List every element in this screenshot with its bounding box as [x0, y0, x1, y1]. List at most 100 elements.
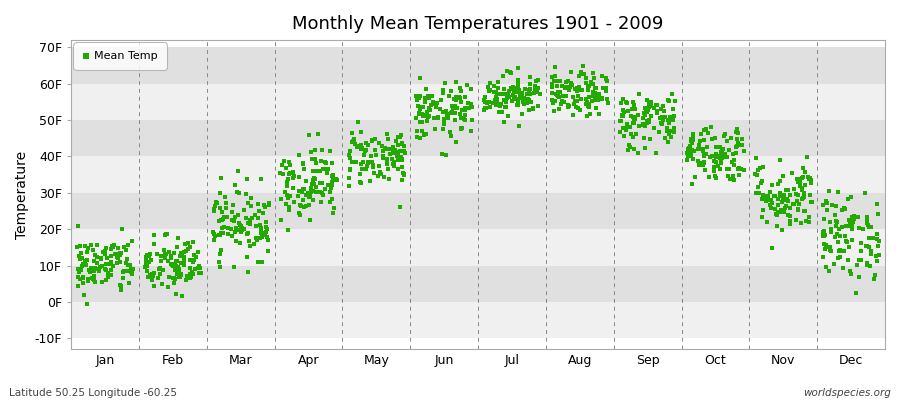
Mean Temp — [316, 166, 330, 172]
Mean Temp — [413, 106, 428, 112]
Mean Temp — [688, 148, 702, 154]
Mean Temp — [213, 174, 228, 181]
Mean Temp — [121, 268, 135, 274]
Mean Temp — [580, 103, 595, 109]
Mean Temp — [725, 158, 740, 165]
Mean Temp — [854, 240, 868, 246]
Mean Temp — [226, 202, 240, 208]
Mean Temp — [273, 170, 287, 176]
Mean Temp — [254, 176, 268, 182]
Mean Temp — [550, 92, 564, 98]
Mean Temp — [803, 192, 817, 198]
Mean Temp — [117, 244, 131, 250]
Mean Temp — [73, 255, 87, 262]
Mean Temp — [572, 105, 586, 111]
Mean Temp — [413, 104, 428, 110]
Mean Temp — [760, 219, 774, 225]
Mean Temp — [156, 267, 170, 273]
Mean Temp — [323, 199, 338, 206]
Mean Temp — [785, 170, 799, 176]
Mean Temp — [160, 283, 175, 290]
Mean Temp — [88, 279, 103, 285]
Mean Temp — [325, 172, 339, 178]
Mean Temp — [286, 185, 301, 192]
Mean Temp — [706, 164, 721, 170]
Mean Temp — [324, 181, 338, 188]
Mean Temp — [544, 90, 559, 96]
Mean Temp — [780, 198, 795, 205]
Mean Temp — [636, 110, 651, 116]
Mean Temp — [366, 164, 381, 170]
Mean Temp — [361, 159, 375, 166]
Mean Temp — [306, 168, 320, 174]
Mean Temp — [303, 148, 318, 155]
Mean Temp — [793, 183, 807, 190]
Mean Temp — [115, 225, 130, 232]
Mean Temp — [217, 214, 231, 220]
Mean Temp — [292, 174, 306, 180]
Mean Temp — [720, 154, 734, 160]
Mean Temp — [354, 146, 368, 152]
Mean Temp — [564, 69, 579, 75]
Mean Temp — [391, 153, 405, 159]
Mean Temp — [698, 167, 712, 173]
Mean Temp — [241, 238, 256, 244]
Mean Temp — [497, 119, 511, 125]
Mean Temp — [207, 208, 221, 214]
Mean Temp — [357, 151, 372, 158]
Mean Temp — [90, 254, 104, 261]
Mean Temp — [802, 176, 816, 182]
Mean Temp — [824, 248, 838, 254]
Mean Temp — [589, 104, 603, 111]
Mean Temp — [147, 270, 161, 276]
Mean Temp — [329, 176, 344, 183]
Mean Temp — [629, 131, 643, 138]
Mean Temp — [864, 224, 878, 230]
Mean Temp — [304, 189, 319, 195]
Mean Temp — [791, 205, 806, 212]
Mean Temp — [658, 114, 672, 120]
Mean Temp — [574, 69, 589, 76]
Mean Temp — [393, 134, 408, 140]
Mean Temp — [299, 203, 313, 210]
Mean Temp — [318, 186, 332, 192]
Mean Temp — [478, 99, 492, 105]
Mean Temp — [433, 106, 447, 112]
Mean Temp — [380, 145, 394, 152]
Mean Temp — [297, 204, 311, 211]
Mean Temp — [139, 259, 153, 265]
Mean Temp — [154, 253, 168, 260]
Mean Temp — [569, 104, 583, 110]
Mean Temp — [164, 252, 178, 259]
Mean Temp — [721, 173, 735, 179]
Mean Temp — [642, 101, 656, 107]
Mean Temp — [680, 153, 695, 159]
Mean Temp — [183, 265, 197, 272]
Mean Temp — [97, 251, 112, 258]
Mean Temp — [325, 182, 339, 188]
Mean Temp — [694, 130, 708, 137]
Mean Temp — [295, 186, 310, 192]
Mean Temp — [688, 174, 702, 180]
Mean Temp — [871, 251, 886, 258]
Mean Temp — [274, 216, 288, 223]
Mean Temp — [77, 242, 92, 249]
Mean Temp — [256, 210, 271, 216]
Mean Temp — [498, 90, 512, 97]
Mean Temp — [725, 151, 740, 157]
Mean Temp — [661, 97, 675, 103]
Mean Temp — [508, 88, 522, 94]
Mean Temp — [643, 116, 657, 123]
Mean Temp — [685, 181, 699, 187]
Mean Temp — [832, 254, 847, 260]
Mean Temp — [138, 264, 152, 270]
Mean Temp — [684, 136, 698, 142]
Mean Temp — [552, 106, 566, 112]
Mean Temp — [99, 245, 113, 251]
Mean Temp — [310, 131, 325, 137]
Mean Temp — [439, 152, 454, 158]
Mean Temp — [590, 91, 604, 98]
Mean Temp — [315, 147, 329, 153]
Mean Temp — [863, 263, 878, 269]
Mean Temp — [382, 151, 397, 157]
